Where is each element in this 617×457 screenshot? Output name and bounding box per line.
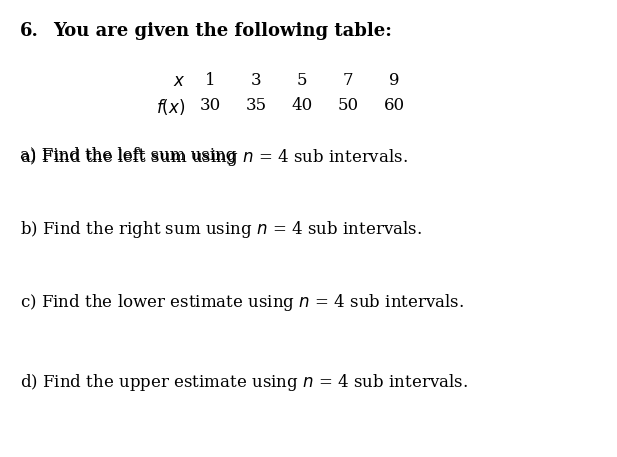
Text: d) Find the upper estimate using $n$ = 4 sub intervals.: d) Find the upper estimate using $n$ = 4… xyxy=(20,372,468,393)
Text: c) Find the lower estimate using $n$ = 4 sub intervals.: c) Find the lower estimate using $n$ = 4… xyxy=(20,292,464,313)
Text: b) Find the right sum using $n$ = 4 sub intervals.: b) Find the right sum using $n$ = 4 sub … xyxy=(20,219,422,240)
Text: 9: 9 xyxy=(389,72,400,89)
Text: 40: 40 xyxy=(292,97,313,114)
Text: 7: 7 xyxy=(343,72,354,89)
Text: 50: 50 xyxy=(338,97,359,114)
Text: 60: 60 xyxy=(384,97,405,114)
Text: a) Find the left sum using: a) Find the left sum using xyxy=(20,147,241,164)
Text: $f(x)$: $f(x)$ xyxy=(156,97,186,117)
Text: You are given the following table:: You are given the following table: xyxy=(54,22,392,40)
Text: a) Find the left sum using $n$ = 4 sub intervals.: a) Find the left sum using $n$ = 4 sub i… xyxy=(20,147,408,168)
Text: 5: 5 xyxy=(297,72,308,89)
Text: $x$: $x$ xyxy=(173,72,186,90)
Text: 35: 35 xyxy=(246,97,267,114)
Text: 30: 30 xyxy=(199,97,221,114)
Text: 6.: 6. xyxy=(20,22,39,40)
Text: 1: 1 xyxy=(205,72,215,89)
Text: 3: 3 xyxy=(251,72,262,89)
